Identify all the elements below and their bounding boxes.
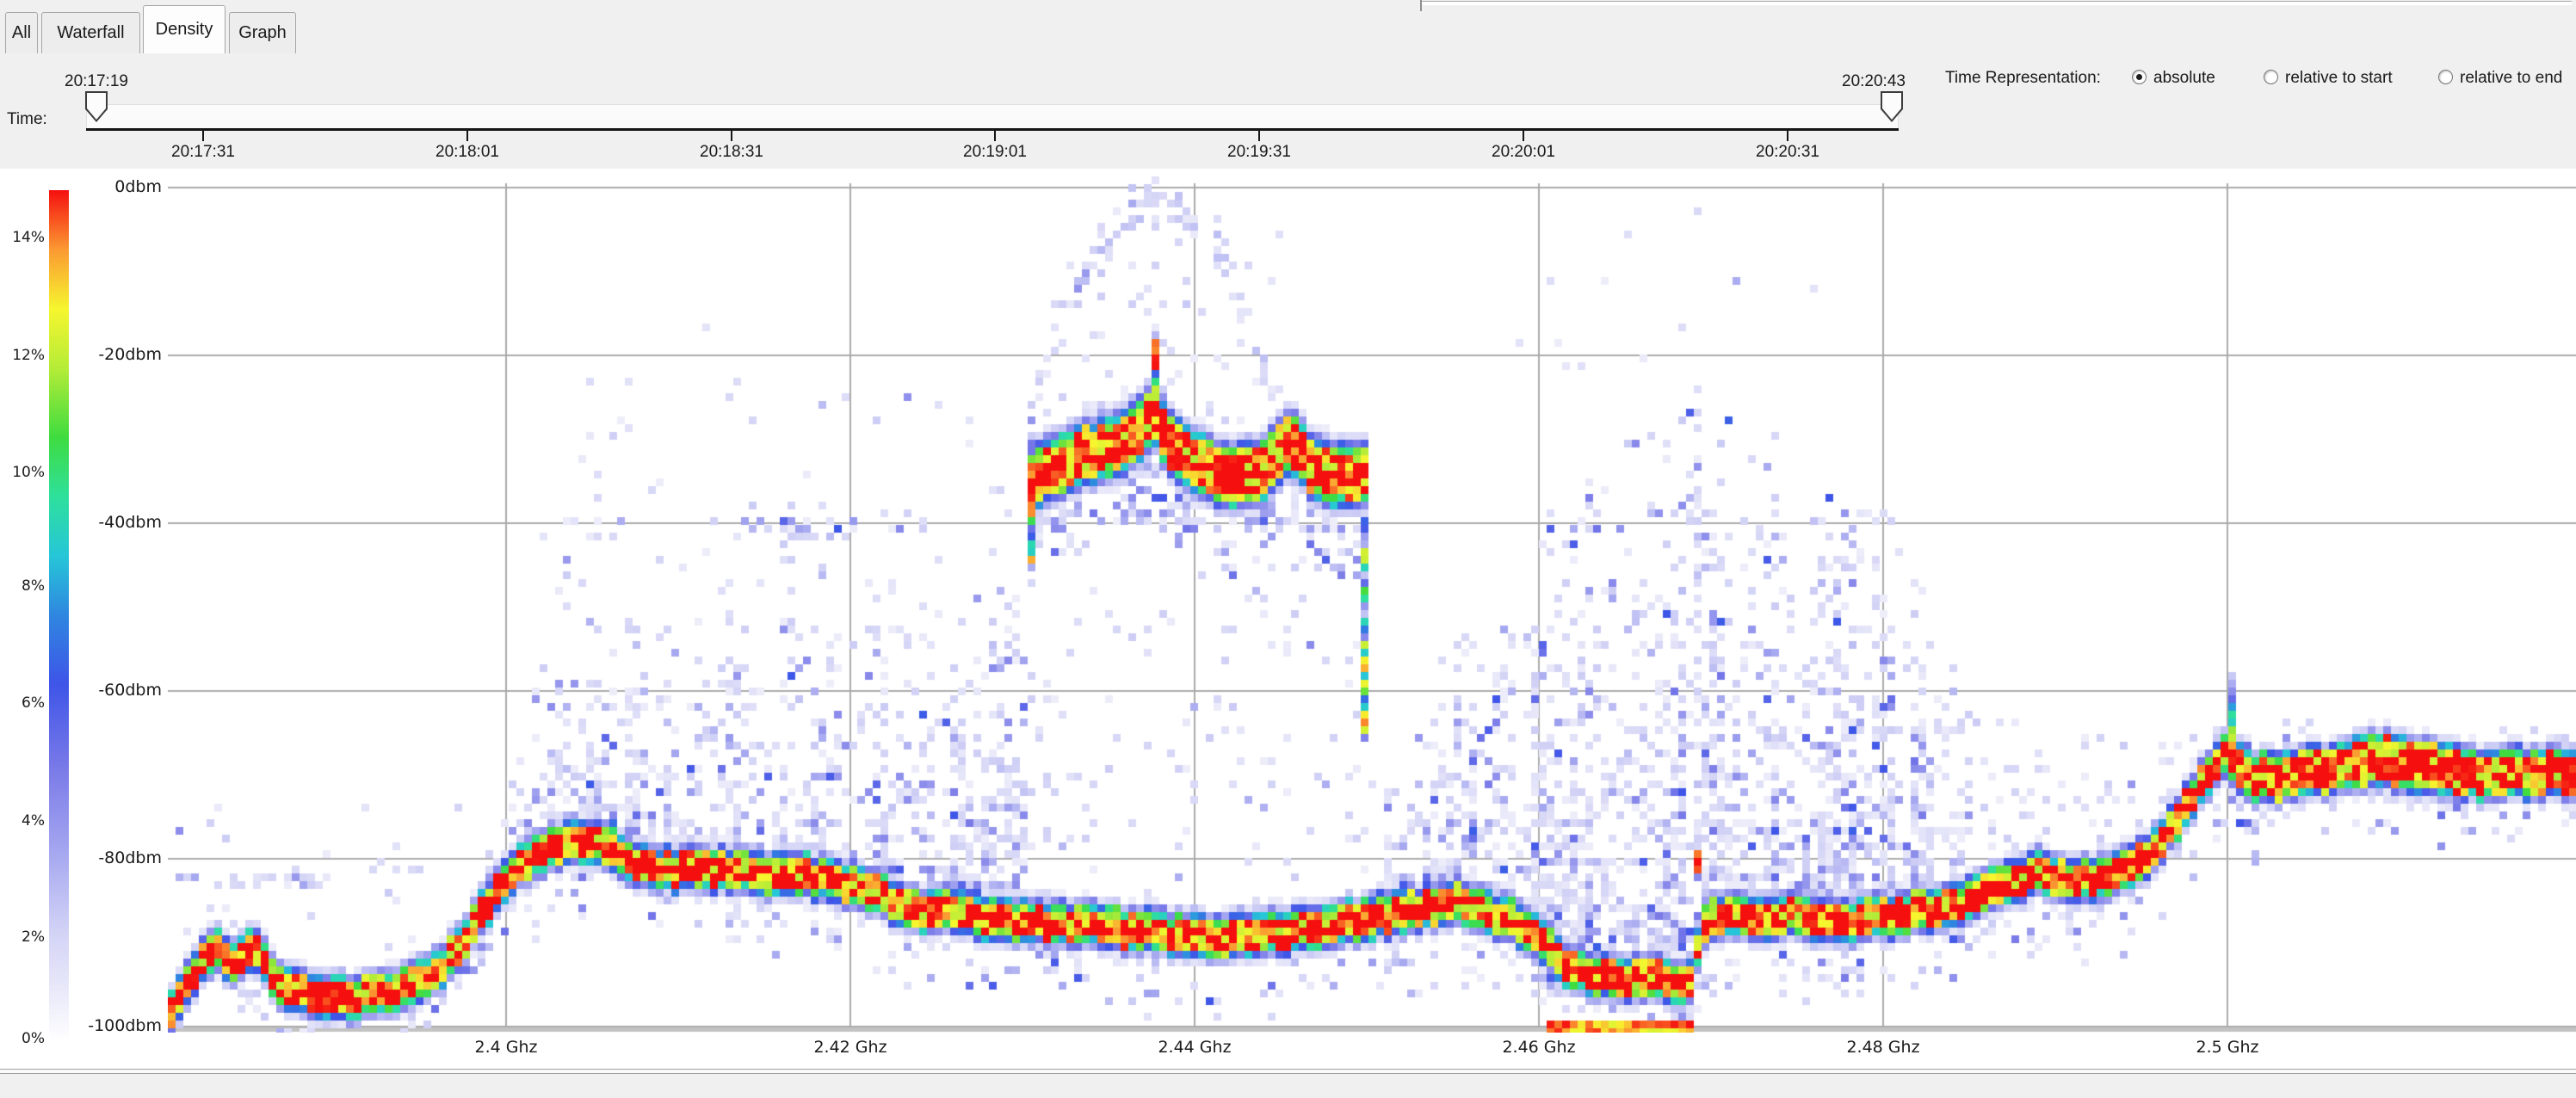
tab-density[interactable]: Density <box>143 5 225 53</box>
slider-start-value: 20:17:19 <box>65 72 128 90</box>
x-axis-label: 2.4 Ghz <box>474 1038 538 1057</box>
time-tick-mark <box>994 131 996 141</box>
panel-top-edge <box>1422 1 2572 5</box>
panel-divider <box>1420 0 1422 11</box>
time-tick-mark <box>1787 131 1788 141</box>
radio-relative-to-start[interactable] <box>2264 70 2278 84</box>
tab-all-label: All <box>11 23 32 42</box>
radio-absolute-dot <box>2136 74 2142 80</box>
tab-waterfall-label: Waterfall <box>57 23 125 42</box>
time-axis-line <box>86 128 1899 131</box>
time-tick-label: 20:19:01 <box>963 143 1027 161</box>
status-bar <box>0 1069 2576 1074</box>
y-axis-label: -40dbm <box>98 513 162 532</box>
radio-relative-to-end[interactable] <box>2438 70 2453 84</box>
y-axis-label: -80dbm <box>98 848 162 867</box>
time-tick-label: 20:20:01 <box>1492 143 1555 161</box>
time-tick-label: 20:18:31 <box>700 143 763 161</box>
colorbar-label: 12% <box>12 347 45 364</box>
tab-waterfall[interactable]: Waterfall <box>41 12 140 53</box>
colorbar-label: 14% <box>12 229 45 246</box>
colorbar-label: 10% <box>12 464 45 481</box>
tab-density-label: Density <box>155 20 213 39</box>
radio-absolute-label[interactable]: absolute <box>2153 69 2215 87</box>
density-heatmap[interactable] <box>168 176 2576 1033</box>
radio-relative-to-start-label[interactable]: relative to start <box>2285 69 2393 87</box>
time-tick-mark <box>731 131 732 141</box>
time-tick-mark <box>1258 131 1260 141</box>
y-axis-label: 0dbm <box>114 177 162 196</box>
time-tick-label: 20:20:31 <box>1756 143 1819 161</box>
y-axis-label: -60dbm <box>98 681 162 700</box>
x-axis-label: 2.42 Ghz <box>813 1038 887 1057</box>
time-tick-label: 20:19:31 <box>1227 143 1291 161</box>
colorbar-label: 4% <box>22 812 45 830</box>
tab-all[interactable]: All <box>5 12 38 53</box>
x-axis-label: 2.5 Ghz <box>2196 1038 2259 1057</box>
tab-graph[interactable]: Graph <box>229 12 296 53</box>
slider-end-value: 20:20:43 <box>1842 72 1906 90</box>
colorbar-label: 8% <box>22 577 45 595</box>
colorbar-label: 6% <box>22 694 45 712</box>
time-slider-track[interactable] <box>86 104 1899 128</box>
tab-graph-label: Graph <box>238 23 287 42</box>
time-tick-mark <box>466 131 468 141</box>
density-colorbar <box>49 190 69 1041</box>
x-axis-label: 2.46 Ghz <box>1502 1038 1576 1057</box>
y-axis-label: -20dbm <box>98 345 162 364</box>
radio-absolute[interactable] <box>2132 70 2147 84</box>
time-tick-label: 20:17:31 <box>171 143 235 161</box>
time-tick-label: 20:18:01 <box>436 143 499 161</box>
colorbar-label: 0% <box>22 1030 45 1047</box>
x-axis-label: 2.48 Ghz <box>1846 1038 1920 1057</box>
colorbar-label: 2% <box>22 928 45 946</box>
radio-relative-to-end-label[interactable]: relative to end <box>2460 69 2563 87</box>
time-representation-label: Time Representation: <box>1945 69 2101 87</box>
time-label: Time: <box>7 110 47 128</box>
y-axis-label: -100dbm <box>88 1016 162 1035</box>
time-tick-mark <box>1523 131 1524 141</box>
time-tick-mark <box>202 131 204 141</box>
slider-thumb-end-face <box>1882 93 1901 120</box>
slider-thumb-start-face <box>87 93 106 120</box>
x-axis-label: 2.44 Ghz <box>1158 1038 1232 1057</box>
